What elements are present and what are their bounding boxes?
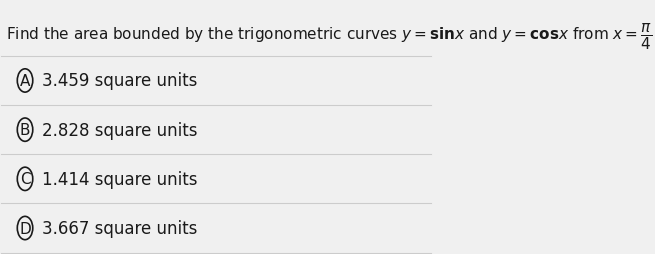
Text: 3.667 square units: 3.667 square units (42, 219, 198, 237)
Text: A: A (20, 74, 30, 89)
Text: 3.459 square units: 3.459 square units (42, 72, 198, 90)
Text: 2.828 square units: 2.828 square units (42, 121, 198, 139)
Text: B: B (20, 123, 30, 138)
Text: Find the area bounded by the trigonometric curves $y=\mathbf{sin}x$ and $y=\math: Find the area bounded by the trigonometr… (6, 19, 655, 52)
Text: 1.414 square units: 1.414 square units (42, 170, 198, 188)
Text: C: C (20, 172, 30, 187)
Text: D: D (19, 221, 31, 236)
